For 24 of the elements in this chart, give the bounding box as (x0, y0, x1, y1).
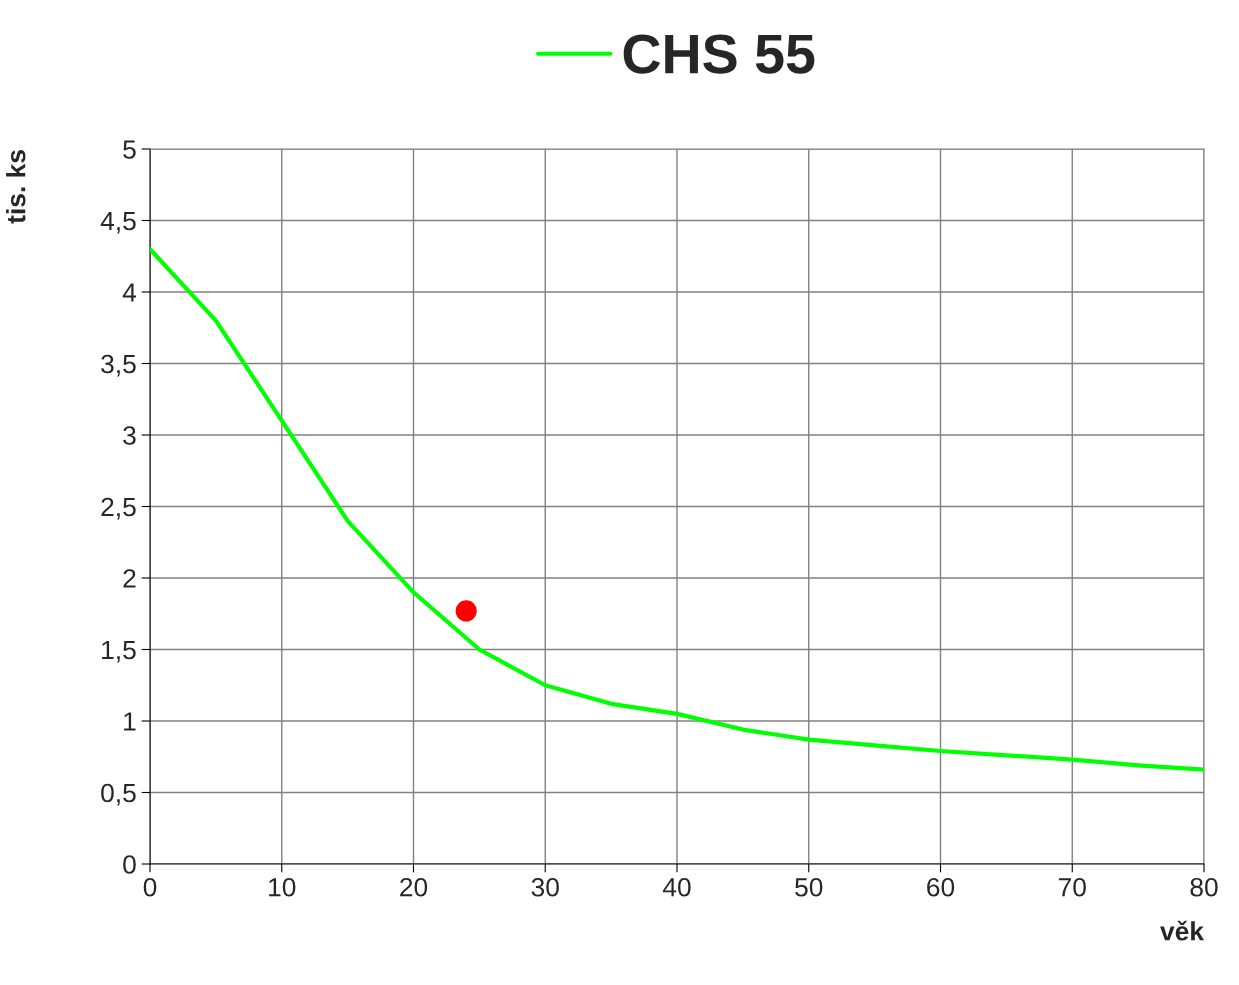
y-tick-label: 2,5 (101, 497, 136, 520)
x-tick-label: 80 (1190, 877, 1218, 897)
x-tick-label: 30 (531, 877, 559, 897)
y-tick-label: 3 (123, 426, 136, 445)
legend-label: CHS 55 (623, 34, 815, 74)
x-tick-label: 50 (795, 877, 823, 897)
y-tick-label: 1 (124, 712, 136, 731)
x-tick-label: 40 (662, 877, 691, 897)
y-tick-label: 0,5 (101, 783, 136, 806)
y-tick-label: 4 (122, 283, 137, 302)
x-tick-label: 20 (400, 877, 428, 897)
y-tick-label: 0 (123, 855, 136, 874)
x-tick-label: 70 (1058, 877, 1086, 897)
y-tick-label: 3,5 (101, 354, 136, 377)
x-tick-label: 10 (269, 877, 296, 897)
y-tick-label: 1,5 (102, 640, 136, 663)
x-tick-label: 60 (927, 877, 955, 897)
x-tick-label: 0 (143, 877, 157, 897)
x-axis-title: věk (1160, 920, 1205, 941)
y-axis-title: tis. ks (6, 150, 26, 224)
line-series (150, 247, 1204, 772)
y-tick-label: 2 (123, 569, 136, 588)
y-tick-label: 5 (123, 140, 136, 159)
y-tick-label: 4,5 (100, 211, 136, 234)
